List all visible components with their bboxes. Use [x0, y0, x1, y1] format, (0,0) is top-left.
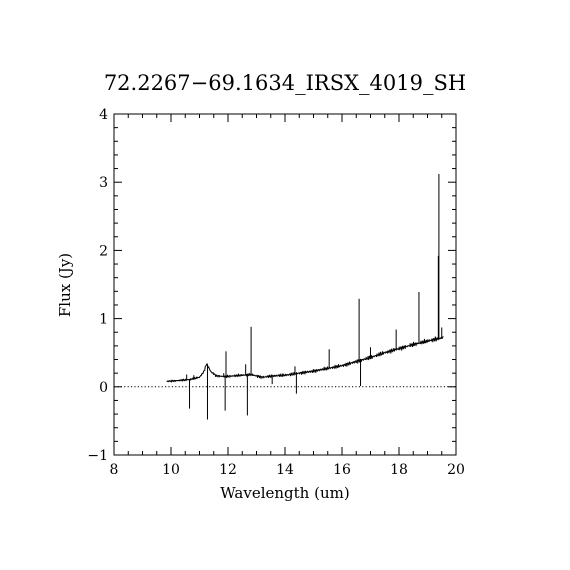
spikes-layer: [186, 174, 443, 420]
x-tick-label: 12: [219, 462, 237, 478]
x-tick-label: 10: [162, 462, 180, 478]
x-tick-label: 20: [447, 462, 465, 478]
spectrum-series-line: [166, 336, 444, 383]
plot-frame: [113, 113, 457, 456]
chart-title: 72.2267−69.1634_IRSX_4019_SH: [104, 71, 466, 95]
x-tick-label: 14: [276, 462, 294, 478]
x-tick-label: 16: [333, 462, 351, 478]
x-tick-label: 18: [390, 462, 408, 478]
y-axis-label: Flux (Jy): [56, 253, 74, 317]
y-tick-label: 1: [99, 312, 108, 328]
y-tick-label: 0: [99, 380, 108, 396]
y-tick-label: 2: [99, 243, 108, 259]
y-tick-label: 3: [99, 175, 108, 191]
x-tick-label: 8: [110, 462, 119, 478]
y-tick-label: −1: [87, 448, 108, 464]
x-axis-label: Wavelength (um): [220, 484, 349, 502]
y-tick-label: 4: [99, 107, 108, 123]
